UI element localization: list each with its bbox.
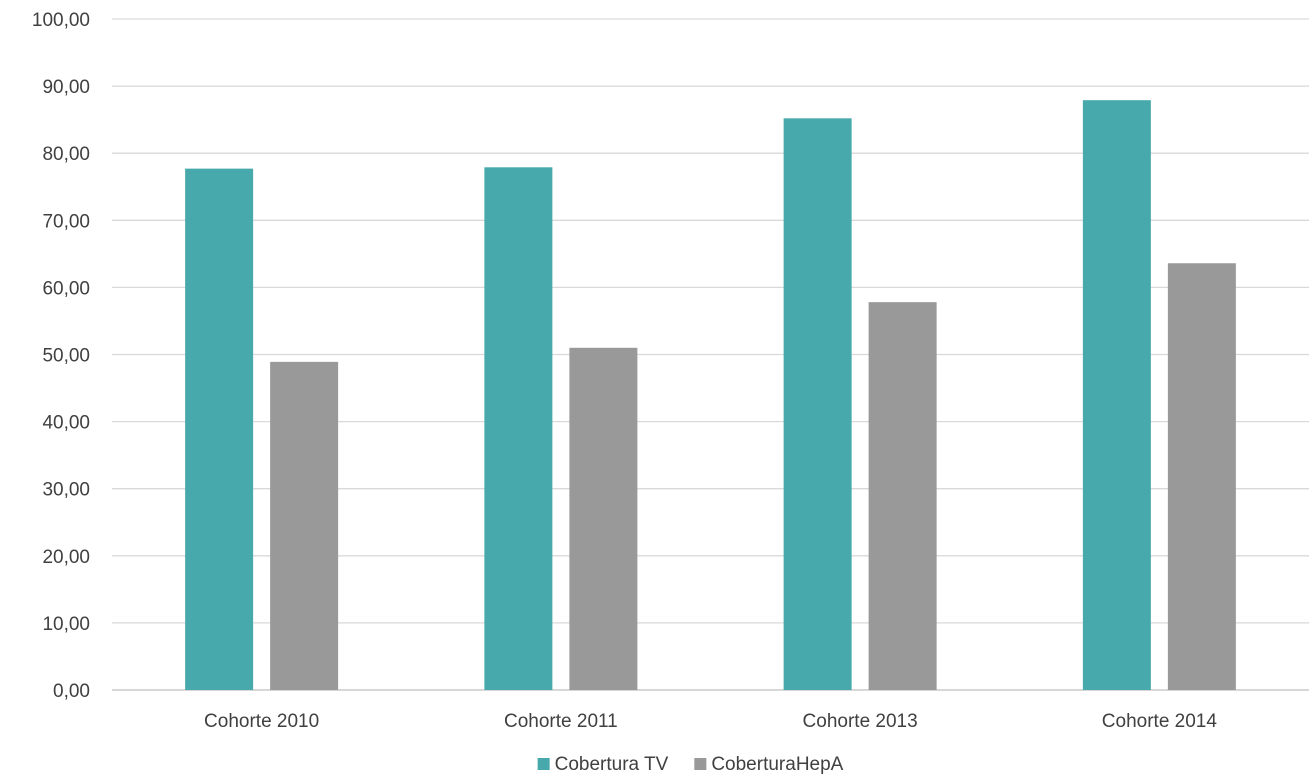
legend: Cobertura TV CoberturaHepA xyxy=(537,754,844,775)
legend-swatch xyxy=(537,758,550,770)
y-tick-label: 90,00 xyxy=(42,77,90,98)
bar-cobertura-hepa xyxy=(868,302,937,690)
bar-cobertura-hepa xyxy=(1167,263,1236,690)
x-axis-tick-labels: Cohorte 2010 Cohorte 2011 Cohorte 2013 Coho… xyxy=(204,711,1217,732)
y-tick-label: 40,00 xyxy=(42,413,90,434)
y-tick-label: 60,00 xyxy=(42,278,90,299)
y-axis-tick-labels: 0,00 10,00 20,00 30,00 40,00 50,00 60,00 70,00 8… xyxy=(32,10,90,702)
bar-cobertura-tv xyxy=(484,167,553,690)
y-tick-label: 0,00 xyxy=(53,681,90,702)
bar-cobertura-tv xyxy=(185,168,254,690)
legend-label: Cobertura TV xyxy=(555,754,669,775)
x-tick-label: Cohorte 2010 xyxy=(204,711,319,732)
y-tick-label: 80,00 xyxy=(42,144,90,165)
y-tick-label: 30,00 xyxy=(42,480,90,501)
x-tick-label: Cohorte 2014 xyxy=(1102,711,1218,732)
bar-cobertura-tv xyxy=(1082,100,1151,691)
y-tick-label: 70,00 xyxy=(42,211,90,232)
x-tick-label: Cohorte 2013 xyxy=(803,711,918,732)
x-tick-label: Cohorte 2011 xyxy=(504,711,618,732)
bars xyxy=(185,100,1236,691)
bar-cobertura-hepa xyxy=(569,347,638,690)
bar-cobertura-tv xyxy=(783,118,852,691)
y-tick-label: 20,00 xyxy=(42,547,90,568)
y-tick-label: 100,00 xyxy=(32,10,90,31)
bar-cobertura-hepa xyxy=(270,361,339,690)
y-tick-label: 50,00 xyxy=(42,346,90,367)
legend-label: CoberturaHepA xyxy=(711,754,843,775)
legend-swatch xyxy=(694,758,707,770)
y-tick-label: 10,00 xyxy=(42,614,90,635)
